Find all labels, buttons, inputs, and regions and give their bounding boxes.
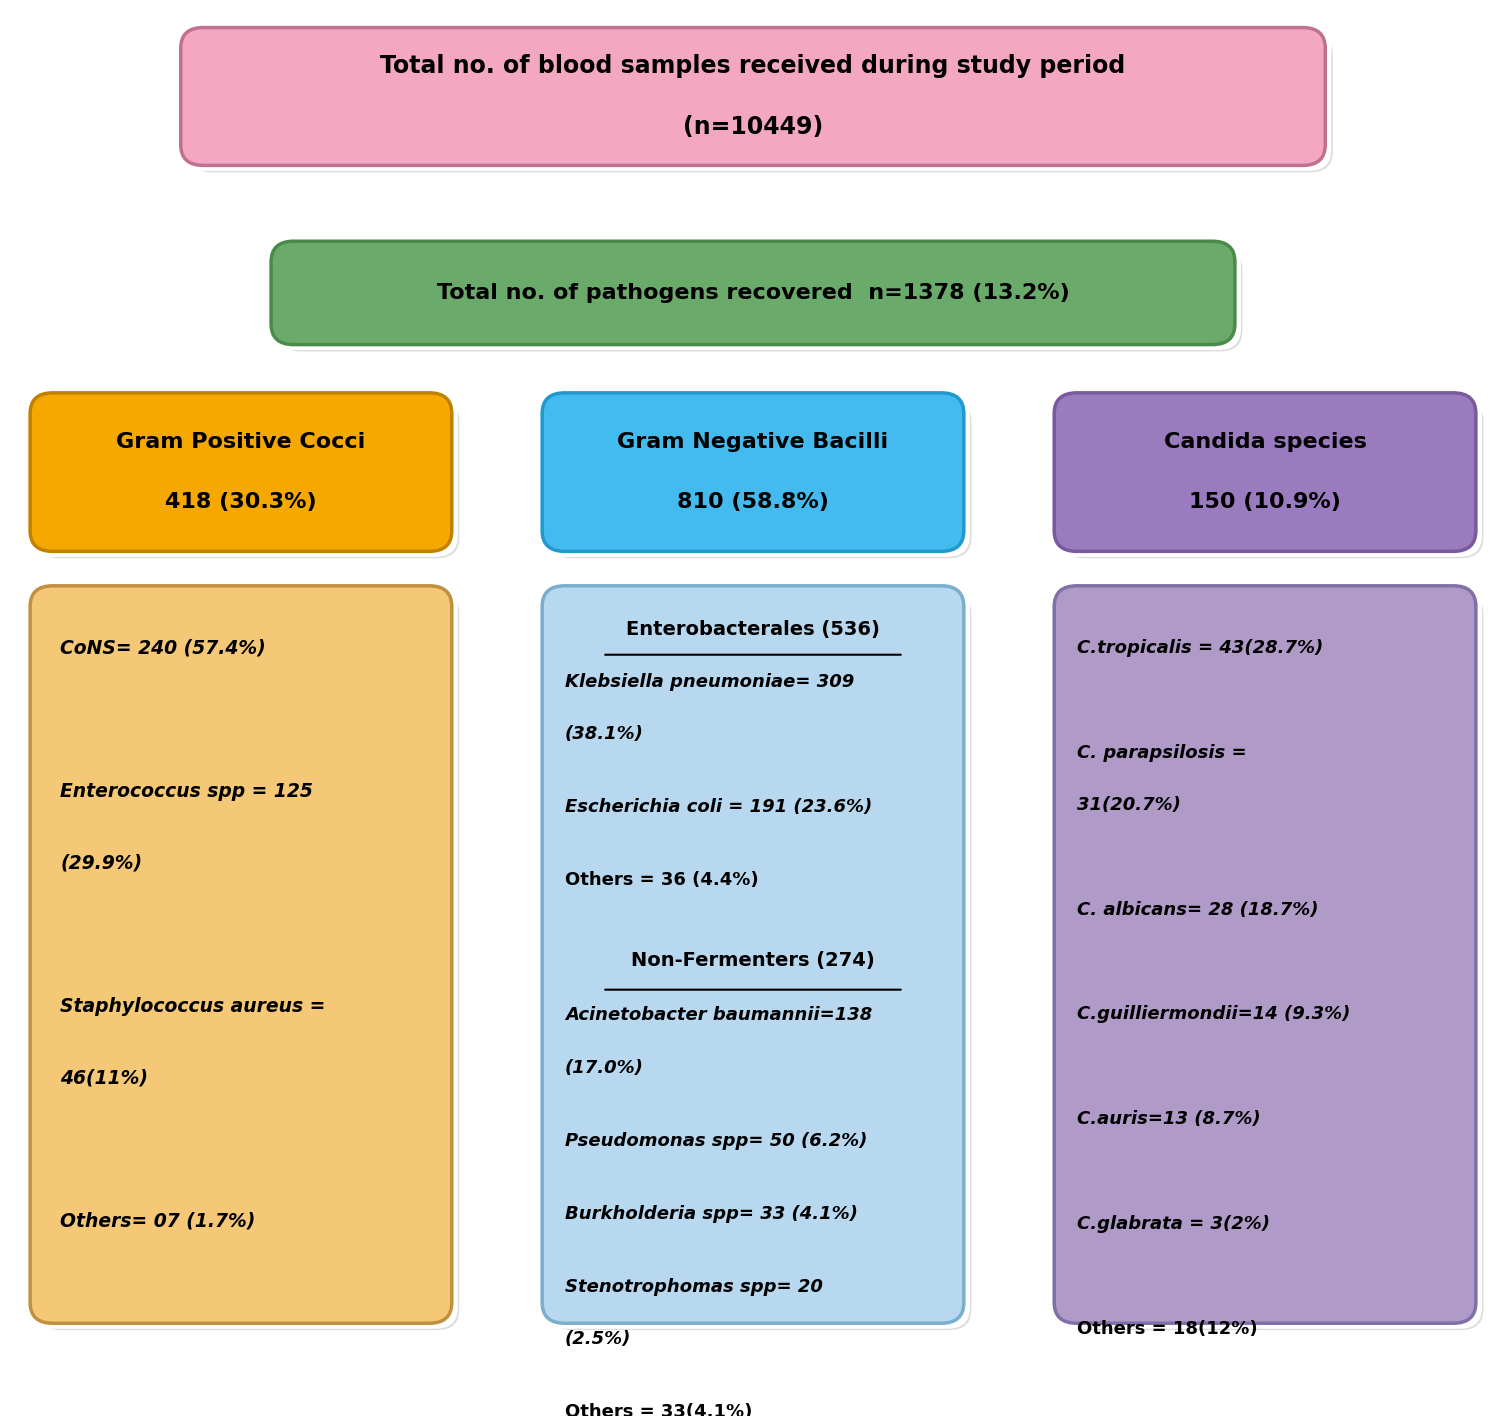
Text: Others= 07 (1.7%): Others= 07 (1.7%) bbox=[60, 1212, 256, 1231]
FancyBboxPatch shape bbox=[550, 593, 971, 1330]
FancyBboxPatch shape bbox=[1062, 593, 1483, 1330]
Text: C.guilliermondii=14 (9.3%): C.guilliermondii=14 (9.3%) bbox=[1077, 1005, 1351, 1024]
Text: C. parapsilosis =: C. parapsilosis = bbox=[1077, 743, 1247, 762]
FancyBboxPatch shape bbox=[38, 399, 459, 558]
FancyBboxPatch shape bbox=[1048, 581, 1482, 1328]
Text: 418 (30.3%): 418 (30.3%) bbox=[166, 493, 316, 513]
FancyBboxPatch shape bbox=[24, 388, 458, 556]
FancyBboxPatch shape bbox=[536, 581, 970, 1328]
FancyBboxPatch shape bbox=[38, 593, 459, 1330]
Text: (29.9%): (29.9%) bbox=[60, 854, 143, 872]
Text: C.auris=13 (8.7%): C.auris=13 (8.7%) bbox=[1077, 1110, 1261, 1129]
FancyBboxPatch shape bbox=[1054, 392, 1476, 551]
Text: 150 (10.9%): 150 (10.9%) bbox=[1190, 493, 1340, 513]
FancyBboxPatch shape bbox=[542, 392, 964, 551]
Text: Pseudomonas spp= 50 (6.2%): Pseudomonas spp= 50 (6.2%) bbox=[565, 1131, 867, 1150]
FancyBboxPatch shape bbox=[536, 388, 970, 556]
FancyBboxPatch shape bbox=[30, 392, 452, 551]
FancyBboxPatch shape bbox=[1054, 586, 1476, 1323]
Text: C.tropicalis = 43(28.7%): C.tropicalis = 43(28.7%) bbox=[1077, 639, 1324, 657]
FancyBboxPatch shape bbox=[175, 23, 1331, 171]
Text: Gram Negative Bacilli: Gram Negative Bacilli bbox=[617, 432, 889, 452]
FancyBboxPatch shape bbox=[550, 399, 971, 558]
Text: Enterococcus spp = 125: Enterococcus spp = 125 bbox=[60, 782, 313, 800]
Text: C.glabrata = 3(2%): C.glabrata = 3(2%) bbox=[1077, 1215, 1270, 1233]
Text: (2.5%): (2.5%) bbox=[565, 1330, 631, 1348]
Text: Candida species: Candida species bbox=[1164, 432, 1366, 452]
FancyBboxPatch shape bbox=[188, 34, 1333, 173]
Text: Others = 36 (4.4%): Others = 36 (4.4%) bbox=[565, 871, 759, 889]
FancyBboxPatch shape bbox=[542, 586, 964, 1323]
Text: (n=10449): (n=10449) bbox=[682, 115, 824, 139]
Text: Klebsiella pneumoniae= 309: Klebsiella pneumoniae= 309 bbox=[565, 673, 854, 691]
FancyBboxPatch shape bbox=[265, 235, 1241, 350]
FancyBboxPatch shape bbox=[1048, 388, 1482, 556]
Text: 46(11%): 46(11%) bbox=[60, 1069, 148, 1087]
Text: Stenotrophomas spp= 20: Stenotrophomas spp= 20 bbox=[565, 1277, 822, 1296]
Text: CoNS= 240 (57.4%): CoNS= 240 (57.4%) bbox=[60, 639, 267, 657]
Text: Others = 33(4.1%): Others = 33(4.1%) bbox=[565, 1403, 751, 1416]
FancyBboxPatch shape bbox=[271, 241, 1235, 344]
Text: Acinetobacter baumannii=138: Acinetobacter baumannii=138 bbox=[565, 1007, 872, 1024]
Text: Total no. of pathogens recovered  n=1378 (13.2%): Total no. of pathogens recovered n=1378 … bbox=[437, 283, 1069, 303]
FancyBboxPatch shape bbox=[1062, 399, 1483, 558]
Text: Burkholderia spp= 33 (4.1%): Burkholderia spp= 33 (4.1%) bbox=[565, 1205, 857, 1222]
Text: (38.1%): (38.1%) bbox=[565, 725, 643, 743]
Text: Escherichia coli = 191 (23.6%): Escherichia coli = 191 (23.6%) bbox=[565, 799, 872, 816]
Text: (17.0%): (17.0%) bbox=[565, 1059, 643, 1076]
FancyBboxPatch shape bbox=[279, 248, 1242, 351]
Text: 31(20.7%): 31(20.7%) bbox=[1077, 796, 1181, 814]
Text: Gram Positive Cocci: Gram Positive Cocci bbox=[116, 432, 366, 452]
Text: Others = 18(12%): Others = 18(12%) bbox=[1077, 1320, 1258, 1338]
FancyBboxPatch shape bbox=[181, 27, 1325, 166]
Text: C. albicans= 28 (18.7%): C. albicans= 28 (18.7%) bbox=[1077, 901, 1318, 919]
FancyBboxPatch shape bbox=[24, 581, 458, 1328]
Text: 810 (58.8%): 810 (58.8%) bbox=[678, 493, 828, 513]
Text: Non-Fermenters (274): Non-Fermenters (274) bbox=[631, 952, 875, 970]
Text: Enterobacterales (536): Enterobacterales (536) bbox=[626, 620, 880, 639]
Text: Staphylococcus aureus =: Staphylococcus aureus = bbox=[60, 997, 325, 1015]
FancyBboxPatch shape bbox=[30, 586, 452, 1323]
Text: Total no. of blood samples received during study period: Total no. of blood samples received duri… bbox=[381, 54, 1125, 78]
